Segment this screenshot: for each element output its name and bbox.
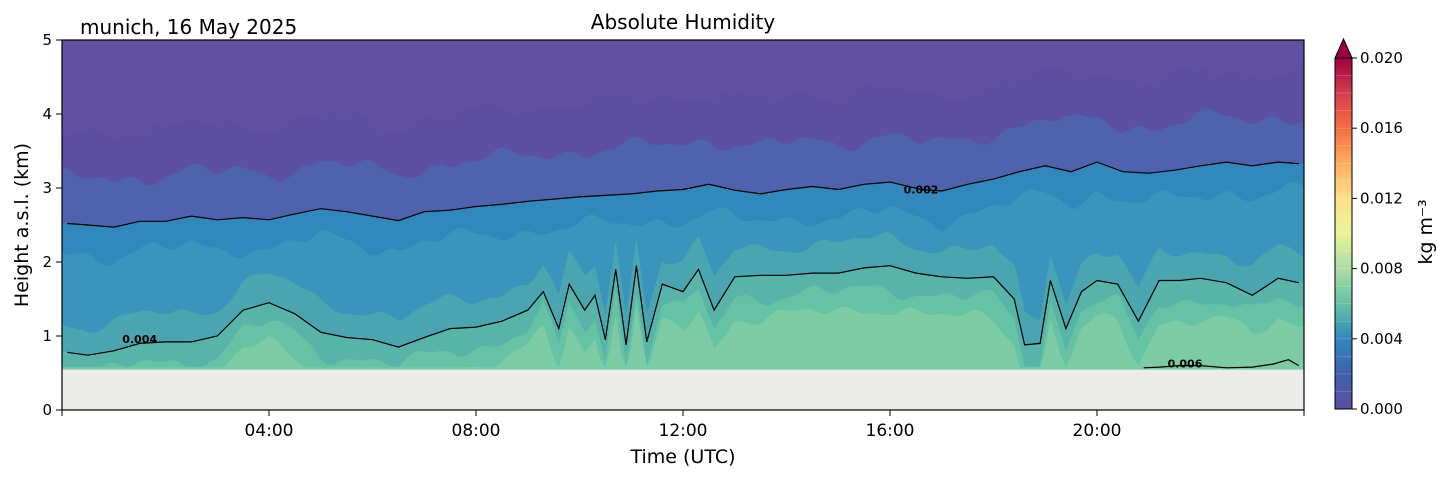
y-tick-label: 4 [42, 105, 52, 123]
y-tick-label: 1 [42, 327, 52, 345]
x-tick-label: 12:00 [659, 421, 708, 441]
chart-subtitle: munich, 16 May 2025 [80, 15, 297, 39]
colorbar-extend-arrow [1334, 37, 1353, 59]
colorbar-tick-label: 0.016 [1360, 119, 1403, 137]
x-axis-label: Time (UTC) [629, 446, 735, 468]
chart-title: Absolute Humidity [591, 10, 776, 34]
colorbar-tick-label: 0.012 [1360, 189, 1403, 207]
colorbar-tick-label: 0.008 [1360, 260, 1403, 278]
y-tick-label: 0 [42, 401, 52, 419]
humidity-band-9 [62, 306, 1304, 370]
x-tick-label: 20:00 [1073, 421, 1122, 441]
y-tick-label: 3 [42, 179, 52, 197]
y-tick-label: 5 [42, 31, 52, 49]
colorbar-tick-label: 0.020 [1360, 49, 1403, 67]
contour-label-0.004: 0.004 [122, 333, 157, 346]
x-tick-label: 08:00 [452, 421, 501, 441]
colorbar-tick-label: 0.000 [1360, 400, 1403, 418]
colorbar: 0.000 0.004 0.008 0.012 0.016 0.020 kg m⁻³ [1334, 37, 1437, 418]
y-tick-label: 2 [42, 253, 52, 271]
contour-label-0.002: 0.002 [904, 183, 939, 196]
contour-line-0.004 [67, 265, 1299, 356]
colorbar-label: kg m⁻³ [1415, 199, 1437, 264]
plot-area [62, 40, 1304, 410]
contour-line-0.006 [1143, 359, 1300, 369]
y-axis-label: Height a.s.l. (km) [11, 143, 33, 307]
x-tick-label: 04:00 [245, 421, 294, 441]
colorbar-tick-label: 0.004 [1360, 330, 1403, 348]
contour-line-0.002 [67, 161, 1299, 228]
contour-label-0.006: 0.006 [1168, 357, 1203, 370]
x-tick-label: 16:00 [866, 421, 915, 441]
